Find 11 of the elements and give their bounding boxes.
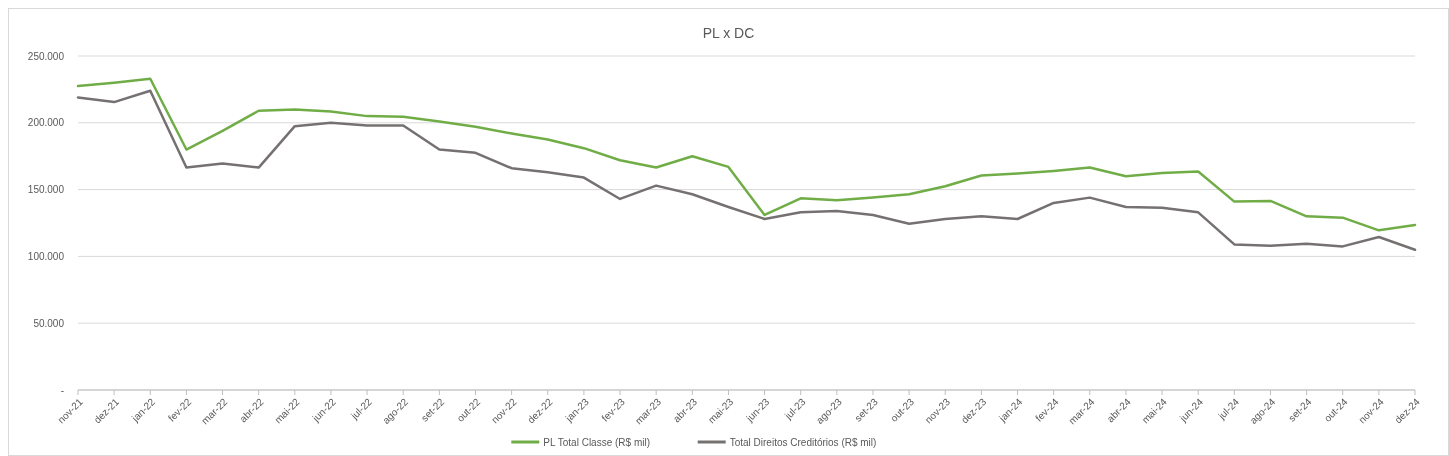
- y-tick-label: 250.000: [27, 50, 65, 62]
- line-series: [76, 77, 1417, 232]
- y-tick-label: 150.000: [27, 184, 65, 196]
- y-tick-label: 100.000: [27, 250, 65, 262]
- chart-title: PL x DC: [702, 25, 755, 41]
- y-tick-label: 50.000: [33, 317, 65, 329]
- line-series: [76, 89, 1417, 251]
- y-tick-label: 200.000: [27, 117, 65, 129]
- y-tick-label: -: [60, 384, 64, 396]
- legend-label: Total Direitos Creditórios (R$ mil): [729, 436, 877, 448]
- legend-label: PL Total Classe (R$ mil): [543, 436, 650, 448]
